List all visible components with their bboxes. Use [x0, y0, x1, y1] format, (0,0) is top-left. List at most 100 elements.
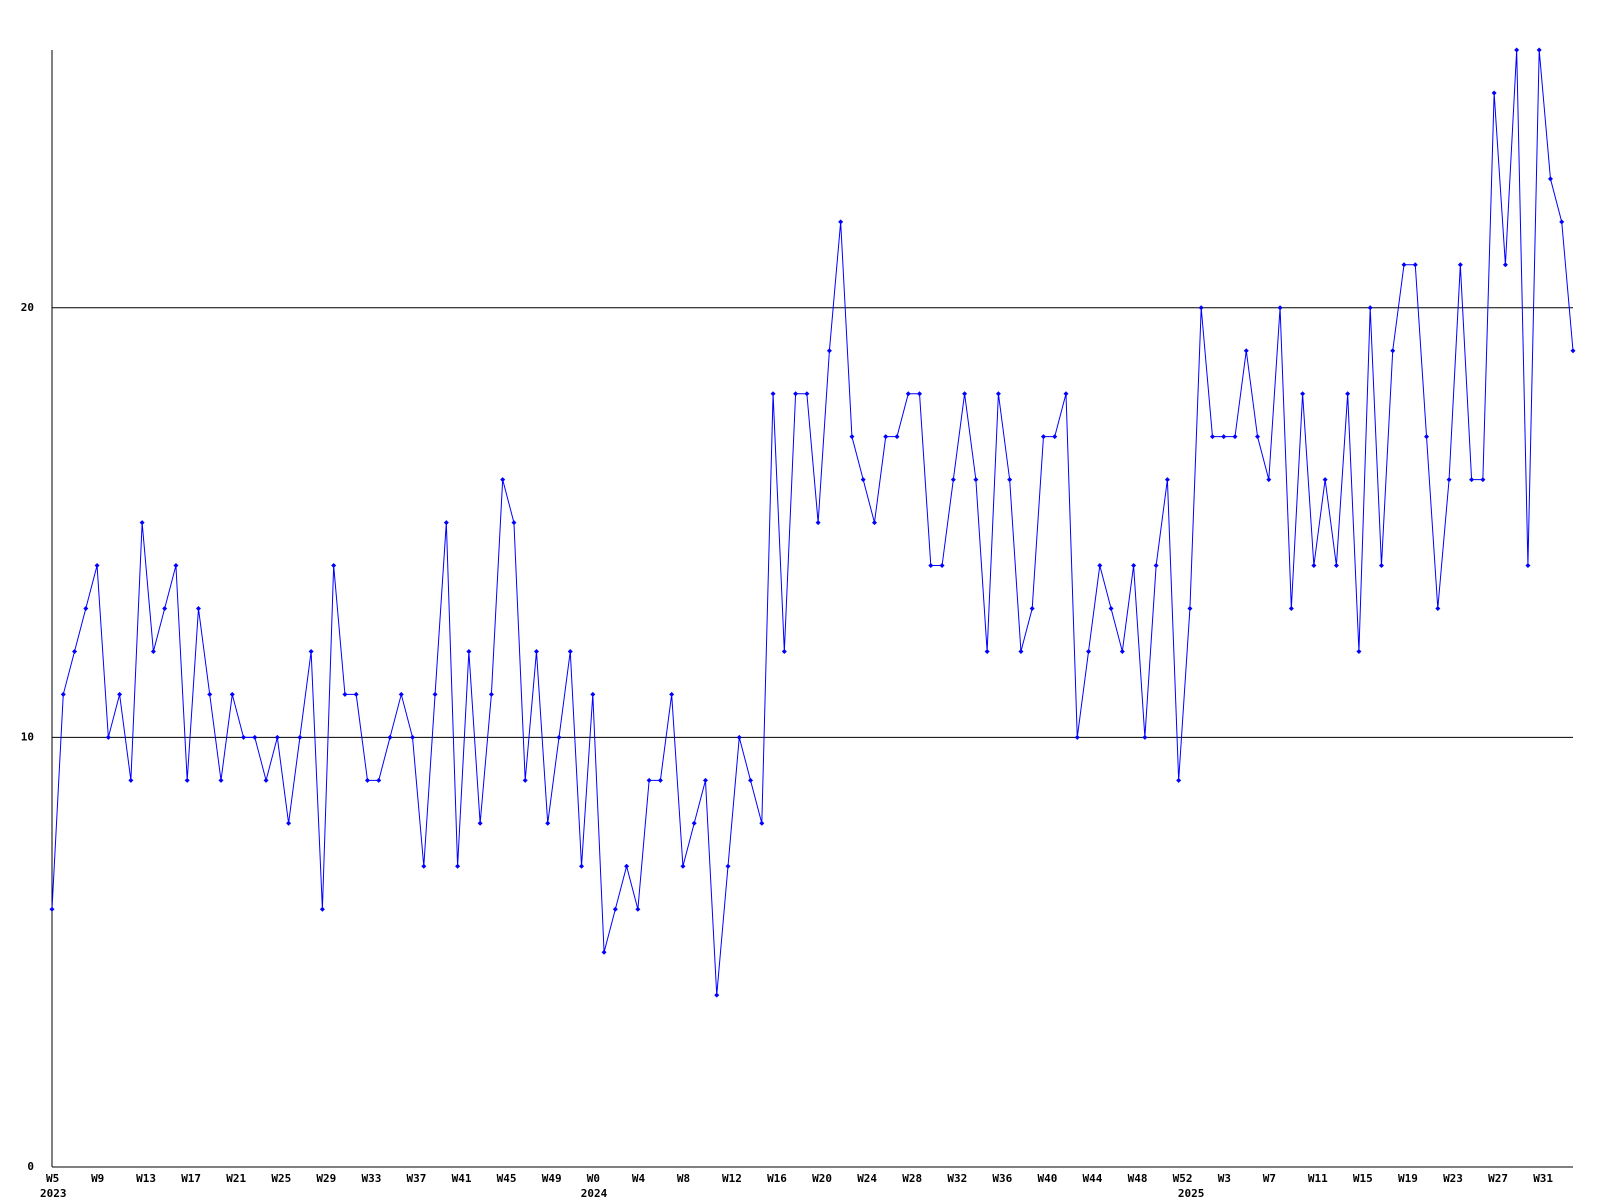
data-point [1063, 391, 1069, 397]
data-point [173, 563, 179, 569]
data-point [657, 777, 663, 783]
data-point [1570, 348, 1576, 354]
data-point [207, 691, 213, 697]
data-point [1007, 477, 1013, 483]
data-point [1176, 777, 1182, 783]
x-tick-label: W13 [136, 1172, 156, 1185]
x-tick-label: W17 [181, 1172, 201, 1185]
x-tick-label: W7 [1263, 1172, 1276, 1185]
data-point [567, 648, 573, 654]
data-point [308, 648, 314, 654]
data-point [139, 520, 145, 526]
data-point [804, 391, 810, 397]
x-tick-label: W41 [452, 1172, 472, 1185]
data-point [1424, 434, 1430, 440]
data-point [297, 734, 303, 740]
x-tick-label: W37 [407, 1172, 427, 1185]
x-tick-label: W19 [1398, 1172, 1418, 1185]
data-point [1547, 176, 1553, 182]
data-point [331, 563, 337, 569]
data-point [218, 777, 224, 783]
x-tick-label: W20 [812, 1172, 832, 1185]
data-point [1378, 563, 1384, 569]
data-point [319, 906, 325, 912]
data-point [1052, 434, 1058, 440]
data-point [1356, 648, 1362, 654]
y-tick-label: 10 [21, 730, 34, 743]
data-point [1559, 219, 1565, 225]
data-point [1525, 563, 1531, 569]
x-tick-label: W4 [632, 1172, 646, 1185]
data-point [421, 863, 427, 869]
x-group-label: 2025 [1178, 1187, 1205, 1200]
data-point [1266, 477, 1272, 483]
data-point [1491, 90, 1497, 96]
data-point [1457, 262, 1463, 268]
data-point [49, 906, 55, 912]
data-point [1333, 563, 1339, 569]
data-point [195, 606, 201, 611]
data-point [1288, 606, 1294, 611]
data-point [364, 777, 370, 783]
x-group-label: 2023 [40, 1187, 67, 1200]
data-point [94, 563, 100, 569]
data-point [748, 777, 754, 783]
data-point [1119, 648, 1125, 654]
data-point [387, 734, 393, 740]
data-point [1255, 434, 1261, 440]
data-point [590, 691, 596, 697]
data-point [1514, 47, 1520, 53]
data-point [150, 648, 156, 654]
data-point [1322, 477, 1328, 483]
data-point [1221, 434, 1227, 440]
data-point [849, 434, 855, 440]
data-point [646, 777, 652, 783]
data-point [353, 691, 359, 697]
data-point [1153, 563, 1159, 569]
data-point [883, 434, 889, 440]
data-point [635, 906, 641, 912]
x-tick-label: W0 [587, 1172, 600, 1185]
data-point [1108, 606, 1114, 611]
data-point [511, 520, 517, 526]
data-point [432, 691, 438, 697]
data-point [702, 777, 708, 783]
data-point [1097, 563, 1103, 569]
data-point [815, 520, 821, 526]
data-point [241, 734, 247, 740]
data-point [1018, 648, 1024, 654]
x-tick-label: W45 [497, 1172, 517, 1185]
data-point [1502, 262, 1508, 268]
data-point [1040, 434, 1046, 440]
data-point [995, 391, 1001, 397]
data-point [691, 820, 697, 826]
data-point [1469, 477, 1475, 483]
x-tick-label: W29 [316, 1172, 336, 1185]
data-point [1311, 563, 1317, 569]
data-point [928, 563, 934, 569]
data-point [263, 777, 269, 783]
x-tick-label: W11 [1308, 1172, 1328, 1185]
data-point [72, 648, 78, 654]
data-point [488, 691, 494, 697]
x-tick-label: W5 [46, 1172, 59, 1185]
data-point [117, 691, 123, 697]
x-tick-label: W12 [722, 1172, 742, 1185]
data-point [1187, 606, 1193, 611]
data-point [1232, 434, 1238, 440]
data-point [443, 520, 449, 526]
x-tick-label: W40 [1037, 1172, 1057, 1185]
data-point [162, 606, 168, 611]
data-point [128, 777, 134, 783]
data-point [229, 691, 235, 697]
x-tick-label: W36 [992, 1172, 1012, 1185]
data-point [1164, 477, 1170, 483]
data-point [466, 648, 472, 654]
data-point [410, 734, 416, 740]
data-point [1401, 262, 1407, 268]
data-point [60, 691, 66, 697]
data-point [624, 863, 630, 869]
data-point [871, 520, 877, 526]
data-point [1131, 563, 1137, 569]
data-point [939, 563, 945, 569]
